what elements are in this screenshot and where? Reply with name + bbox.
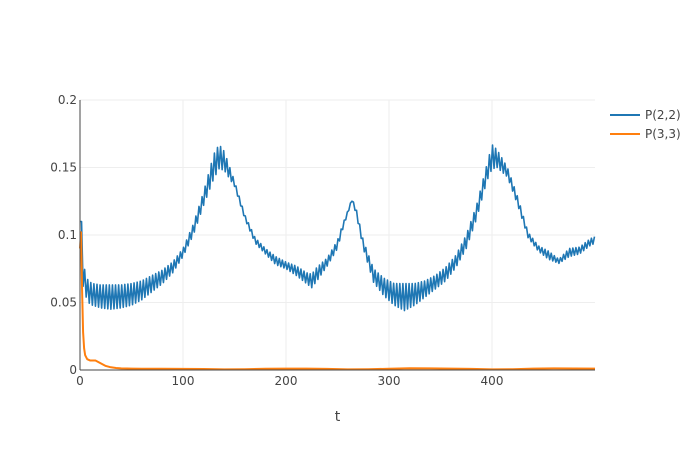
plot-area — [79, 144, 596, 371]
legend-label[interactable]: P(3,3) — [645, 127, 681, 141]
x-axis-title: t — [335, 409, 341, 425]
legend[interactable]: P(2,2) P(3,3) — [610, 108, 681, 141]
grid — [80, 99, 595, 370]
y-tick-label: 0.1 — [58, 228, 77, 242]
y-tick-label: 0.2 — [58, 93, 77, 107]
x-tick-label: 0 — [76, 374, 84, 388]
series-line-p22 — [80, 144, 596, 312]
axes: 0 100 200 300 400 0 0.05 0.1 0.15 0.2 — [50, 93, 595, 388]
legend-label[interactable]: P(2,2) — [645, 108, 681, 122]
x-tick-label: 200 — [275, 374, 298, 388]
x-tick-label: 100 — [172, 374, 195, 388]
x-tick-label: 400 — [481, 374, 504, 388]
y-tick-label: 0 — [69, 363, 77, 377]
y-tick-label: 0.05 — [50, 296, 77, 310]
series-line-p33 — [79, 231, 596, 371]
x-tick-label: 300 — [378, 374, 401, 388]
y-tick-label: 0.15 — [50, 161, 77, 175]
